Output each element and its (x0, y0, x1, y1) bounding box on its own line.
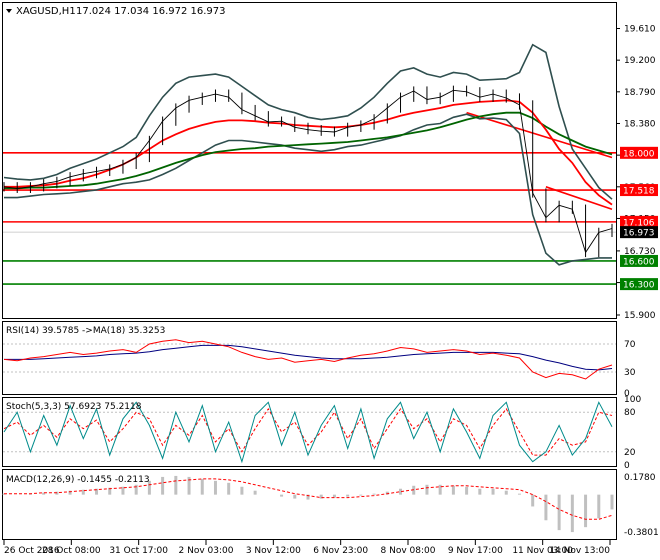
symbol-label: XAGUSD,H1 (16, 6, 76, 17)
resistance-trend-line (545, 186, 613, 210)
resistance-level-tag (620, 215, 658, 228)
stochastic-panel[interactable] (2, 397, 617, 467)
support-level-tag (620, 278, 658, 291)
horizontal-levels (3, 152, 616, 285)
level-labels: 18.000 17.518 17.106 16.600 16.300 16.973 (620, 146, 658, 291)
resistance-trend-line (466, 111, 613, 159)
time-tick-label: 26 Oct 2016 (4, 546, 60, 556)
support-level-label: 16.600 (623, 257, 655, 267)
rsi-tick-label: 30 (624, 368, 636, 378)
stochastic-tick-label: 80 (624, 408, 636, 418)
rsi-tick-label: 0 (624, 389, 630, 399)
support-level-label: 16.300 (623, 281, 655, 291)
bollinger-lower-line (4, 113, 612, 266)
rsi-lines (3, 339, 616, 380)
price-tick-label: 18.380 (624, 119, 656, 129)
stochastic-d-line (3, 407, 613, 456)
trend-lines (466, 111, 613, 210)
stochastic-title: Stoch(5,3,3) 57.6923 75.2118 (6, 402, 142, 412)
macd-tick-label: -0.3801 (624, 528, 659, 538)
rsi-axis: 70 30 0 (624, 340, 636, 399)
price-tick-label: 15.900 (624, 311, 656, 321)
slow-ma-line (4, 111, 613, 190)
current-price-tag (620, 226, 658, 239)
resistance-level-label: 18.000 (623, 149, 655, 159)
ohlc-readout: 17.024 17.034 16.972 16.973 (76, 6, 226, 17)
time-tick-label: 28 Oct 08:00 (42, 546, 101, 556)
bollinger-bands (3, 43, 613, 266)
stochastic-k-line (3, 401, 613, 464)
rsi-tick-label: 70 (624, 340, 636, 350)
time-tick-label: 8 Nov 08:00 (381, 546, 436, 556)
time-tick-label: 11 Nov 03:00 (512, 546, 573, 556)
rsi-panel[interactable] (2, 321, 617, 395)
price-close-line (3, 89, 613, 254)
bollinger-upper-line (3, 43, 613, 200)
time-tick-label: 31 Oct 17:00 (109, 546, 168, 556)
stochastic-tick-label: 0 (624, 461, 630, 471)
time-tick-label: 14 Nov 13:00 (549, 546, 610, 556)
price-tick-label: 19.610 (624, 24, 656, 34)
time-tick-label: 9 Nov 17:00 (448, 546, 503, 556)
resistance-level-tag (620, 146, 658, 159)
macd-title: MACD(12,26,9) -0.1455 -0.2113 (6, 475, 150, 485)
resistance-level-label: 17.518 (623, 187, 655, 197)
collapse-arrow-icon[interactable] (6, 9, 12, 13)
macd-bars (2, 475, 614, 533)
stochastic-axis: 100 80 20 0 (624, 395, 641, 471)
price-tick-label: 16.730 (624, 247, 656, 257)
price-tick-label: 18.790 (624, 88, 656, 98)
price-series (3, 85, 613, 258)
rsi-ma-line (4, 344, 613, 371)
support-level-tag (620, 254, 658, 267)
macd-tick-label: 0.1780 (624, 473, 656, 483)
main-price-panel[interactable] (2, 2, 617, 319)
rsi-line (3, 339, 613, 380)
price-tick-label: 19.200 (624, 56, 656, 66)
macd-signal-line (4, 478, 613, 520)
stochastic-tick-label: 20 (624, 448, 636, 458)
resistance-level-label: 17.106 (623, 218, 655, 228)
stochastic-lines (3, 401, 616, 464)
current-price-label: 16.973 (623, 229, 655, 239)
time-tick-label: 3 Nov 12:00 (246, 546, 301, 556)
macd-axis: 0.1780 -0.3801 (624, 473, 659, 538)
time-tick-label: 2 Nov 03:00 (179, 546, 234, 556)
stochastic-tick-label: 100 (624, 395, 641, 405)
resistance-level-tag (620, 184, 658, 197)
price-axis: 19.61019.20018.79018.38017.97017.56017.1… (616, 24, 656, 321)
macd-panel[interactable] (2, 469, 617, 540)
time-tick-label: 6 Nov 23:00 (313, 546, 368, 556)
rsi-title: RSI(14) 39.5785 ->MA(18) 35.3253 (6, 326, 165, 336)
